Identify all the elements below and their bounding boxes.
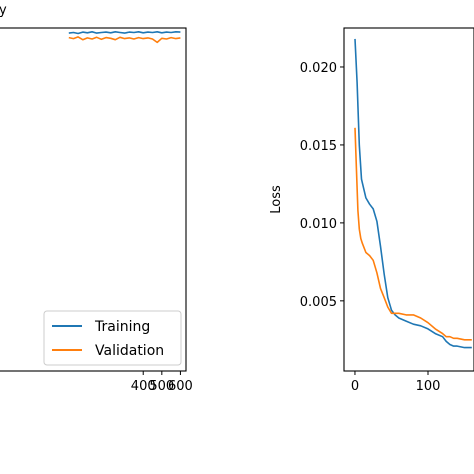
- y-axis-label: Loss: [269, 185, 284, 214]
- series-line-validation: [354, 127, 472, 341]
- axes-frame: [343, 27, 474, 372]
- series-line-training: [354, 38, 472, 349]
- y-tick-label: 0.005: [300, 295, 337, 310]
- series-line-validation: [68, 36, 181, 44]
- y-tick-label: 0.020: [300, 61, 337, 76]
- legend-box: [43, 310, 182, 366]
- x-tick-label: 600: [168, 379, 193, 394]
- x-tick-label: 0: [351, 379, 359, 394]
- x-tick-label: 100: [416, 379, 441, 394]
- loss-panel: 0 100 0.005 0.010 0.015 0.020 Loss: [269, 27, 474, 394]
- series-line-training: [68, 30, 181, 35]
- chart-title-fragment: y: [0, 3, 7, 18]
- y-tick-label: 0.010: [300, 217, 337, 232]
- legend-label: Training: [94, 319, 150, 335]
- legend-label: Validation: [95, 343, 164, 359]
- y-tick-label: 0.015: [300, 139, 337, 154]
- axes-frame: [0, 27, 187, 372]
- x-tick-label: 500: [149, 379, 174, 394]
- x-tick-label: 400: [131, 379, 156, 394]
